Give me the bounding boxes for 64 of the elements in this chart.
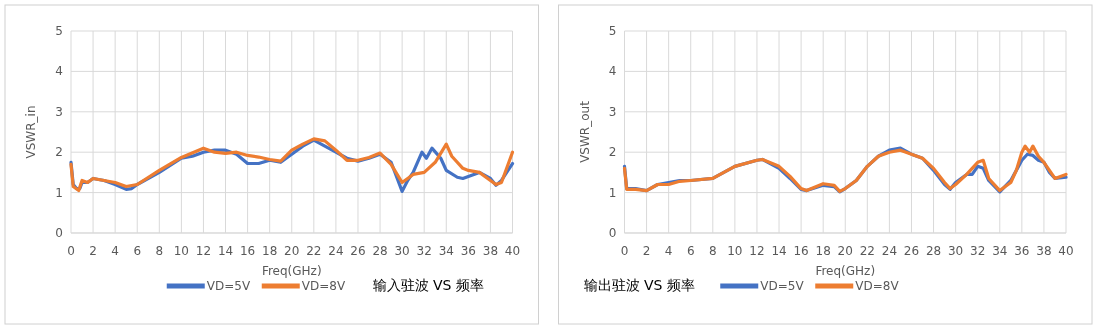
x-tick-label: 30: [947, 244, 964, 258]
y-tick-label: 2: [55, 145, 63, 160]
legend-label: VD=5V: [760, 279, 805, 293]
x-tick-label: 24: [328, 244, 344, 258]
x-tick-label: 26: [350, 244, 366, 258]
legend-label: VD=8V: [301, 279, 346, 293]
y-axis-title: VSWR_out: [577, 100, 592, 163]
x-tick-label: 8: [708, 244, 717, 258]
x-tick-label: 34: [438, 244, 454, 258]
x-axis-title: Freq(GHz): [261, 264, 322, 278]
x-tick-label: 32: [970, 244, 986, 258]
y-tick-label: 1: [55, 185, 63, 200]
y-tick-label: 1: [608, 185, 617, 200]
x-tick-label: 16: [793, 244, 809, 258]
y-axis-title: VSWR_in: [24, 105, 38, 159]
x-tick-label: 18: [262, 244, 278, 258]
x-tick-label: 38: [482, 244, 499, 258]
x-tick-label: 22: [859, 244, 875, 258]
x-tick-label: 34: [992, 244, 1008, 258]
x-tick-label: 28: [925, 244, 942, 258]
legend-label: VD=5V: [206, 279, 251, 293]
x-tick-label: 0: [67, 244, 75, 258]
x-tick-label: 2: [642, 244, 651, 258]
text: 输出驻波 VS 频率: [583, 277, 695, 293]
x-tick-label: 20: [284, 244, 300, 258]
x-tick-label: 2: [89, 244, 97, 258]
x-tick-label: 40: [1058, 244, 1074, 258]
x-tick-label: 18: [815, 244, 831, 258]
x-tick-label: 22: [306, 244, 322, 258]
x-tick-label: 20: [837, 244, 853, 258]
text: 输入驻波 VS 频率: [372, 277, 484, 293]
x-tick-label: 24: [881, 244, 898, 258]
x-tick-label: 10: [173, 244, 190, 258]
y-tick-label: 3: [55, 104, 63, 119]
x-tick-label: 6: [686, 244, 695, 258]
x-tick-label: 4: [664, 244, 673, 258]
y-tick-label: 5: [55, 24, 63, 38]
x-tick-label: 38: [1036, 244, 1052, 258]
x-tick-label: 4: [111, 244, 119, 258]
y-tick-label: 4: [608, 64, 617, 79]
x-tick-label: 32: [416, 244, 432, 258]
y-tick-label: 5: [608, 24, 617, 38]
y-tick-label: 3: [608, 104, 617, 119]
x-tick-label: 30: [394, 244, 410, 258]
x-axis-title: Freq(GHz): [815, 264, 876, 278]
y-tick-label: 0: [608, 226, 617, 240]
x-tick-label: 26: [903, 244, 920, 258]
x-tick-label: 10: [727, 244, 743, 258]
x-tick-label: 14: [771, 244, 787, 258]
y-tick-label: 0: [55, 226, 63, 240]
x-tick-label: 40: [504, 244, 521, 258]
x-tick-label: 36: [460, 244, 476, 258]
x-tick-label: 12: [195, 244, 212, 258]
x-tick-label: 16: [239, 244, 256, 258]
x-tick-label: 8: [155, 244, 164, 258]
y-tick-label: 4: [55, 64, 63, 79]
x-tick-label: 36: [1014, 244, 1030, 258]
x-tick-label: 12: [749, 244, 765, 258]
x-tick-label: 6: [133, 244, 142, 258]
x-tick-label: 28: [372, 244, 388, 258]
x-tick-label: 0: [620, 244, 629, 258]
legend-label: VD=8V: [855, 279, 900, 293]
y-tick-label: 2: [608, 145, 617, 160]
x-tick-label: 14: [217, 244, 234, 258]
